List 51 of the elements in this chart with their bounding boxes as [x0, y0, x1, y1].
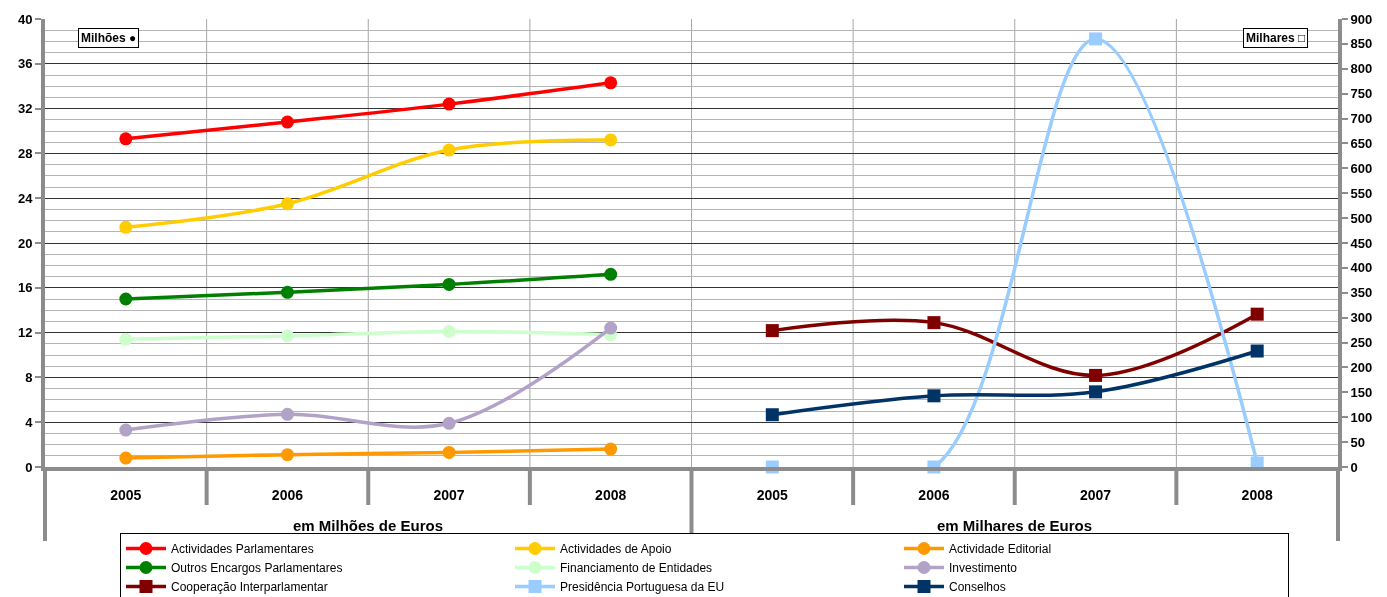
y-tick-label: 40 — [17, 11, 33, 27]
x-tick-label: 2008 — [595, 486, 627, 503]
y-tick-label: 20 — [17, 235, 33, 251]
y2-tick-label: 250 — [1350, 335, 1373, 351]
x-tick-label: 2007 — [1079, 486, 1112, 503]
y2-tick-label: 750 — [1350, 86, 1373, 102]
legend-label: Presidência Portuguesa da EU — [560, 580, 725, 595]
annotation: Milhões ● — [81, 31, 137, 45]
x-tick-label: 2005 — [110, 486, 142, 503]
annotation: Milhares □ — [1246, 31, 1306, 45]
y2-tick-label: 400 — [1350, 260, 1373, 276]
y2-tick-label: 650 — [1350, 135, 1373, 151]
y-tick-label: 16 — [17, 280, 33, 296]
y2-tick-label: 150 — [1350, 384, 1373, 400]
legend-label: Actividades Parlamentares — [171, 542, 314, 557]
text: em Milhões de Euros — [293, 517, 444, 534]
y-tick-label: 12 — [17, 325, 33, 341]
y2-tick-label: 800 — [1350, 61, 1373, 77]
y2-tick-label: 850 — [1350, 36, 1373, 52]
y2-tick-label: 500 — [1350, 210, 1373, 226]
y2-tick-label: 550 — [1350, 185, 1373, 201]
y2-tick-label: 300 — [1350, 310, 1373, 326]
legend-label: Conselhos — [949, 580, 1006, 595]
y-tick-label: 32 — [17, 101, 33, 117]
y2-tick-label: 600 — [1350, 160, 1373, 176]
y2-tick-label: 200 — [1350, 359, 1373, 375]
x-tick-label: 2008 — [1241, 486, 1273, 503]
y-tick-label: 28 — [17, 145, 33, 161]
x-tick-label: 2005 — [756, 486, 789, 503]
legend-label: Financiamento de Entidades — [560, 561, 713, 576]
y2-tick-label: 50 — [1350, 434, 1366, 450]
y-tick-label: 8 — [25, 369, 33, 385]
y-tick-label: 0 — [25, 459, 33, 475]
legend-label: Investimento — [949, 561, 1018, 576]
x-tick-label: 2006 — [918, 486, 950, 503]
legend-label: Actividade Editorial — [949, 542, 1052, 557]
legend-label: Actividades de Apoio — [560, 542, 672, 557]
y2-tick-label: 0 — [1350, 459, 1358, 475]
y2-tick-label: 450 — [1350, 235, 1373, 251]
x-tick-label: 2007 — [433, 486, 465, 503]
x-tick-label: 2006 — [271, 486, 304, 503]
y2-tick-label: 900 — [1350, 11, 1373, 27]
y-tick-label: 24 — [17, 190, 34, 206]
legend-label: Cooperação Interparlamentar — [171, 580, 328, 595]
legend-label: Outros Encargos Parlamentares — [171, 561, 343, 576]
y-tick-label: 4 — [25, 414, 34, 430]
y-tick-label: 36 — [17, 56, 33, 72]
y2-tick-label: 700 — [1350, 111, 1373, 127]
y2-tick-label: 350 — [1350, 285, 1373, 301]
text: em Milhares de Euros — [937, 517, 1093, 534]
y2-tick-label: 100 — [1350, 409, 1373, 425]
